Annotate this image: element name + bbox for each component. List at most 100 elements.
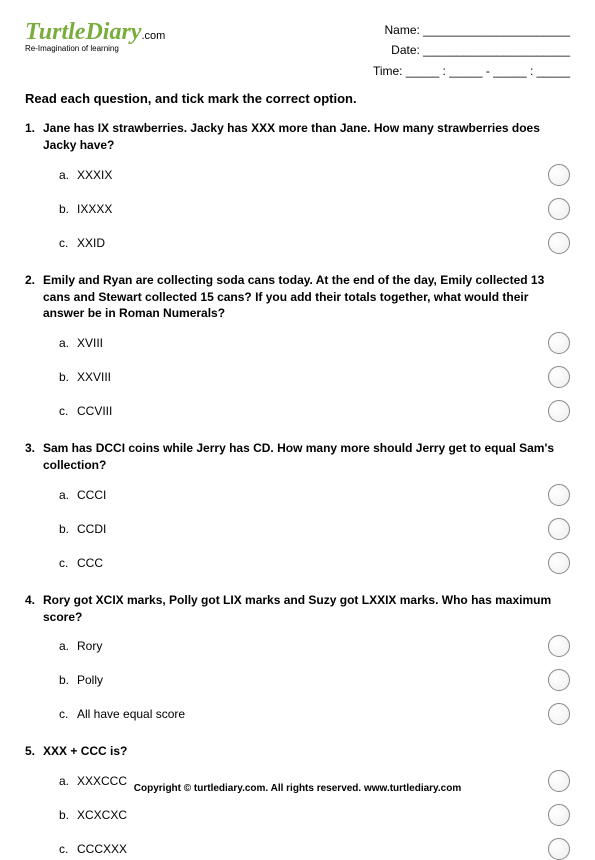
option-letter: b.	[59, 808, 77, 822]
option-row: b.XCXCXC	[59, 804, 570, 826]
option-text: CCDI	[77, 522, 106, 536]
option-text: Rory	[77, 639, 102, 653]
logo: TurtleDiary.com	[25, 20, 165, 44]
answer-circle[interactable]	[548, 332, 570, 354]
option-letter: a.	[59, 488, 77, 502]
option-label: b.CCDI	[59, 522, 106, 536]
option-letter: c.	[59, 404, 77, 418]
question: 2.Emily and Ryan are collecting soda can…	[25, 272, 570, 422]
option-label: a.XXXIX	[59, 168, 112, 182]
question-text: 5.XXX + CCC is?	[25, 743, 570, 760]
option-label: b.XXVIII	[59, 370, 111, 384]
option-row: a.CCCI	[59, 484, 570, 506]
option-label: c.CCCXXX	[59, 842, 127, 856]
answer-circle[interactable]	[548, 198, 570, 220]
option-text: All have equal score	[77, 707, 185, 721]
options: a.CCCI b.CCDI c.CCC	[59, 484, 570, 574]
option-label: b.Polly	[59, 673, 103, 687]
answer-circle[interactable]	[548, 366, 570, 388]
option-label: a.XVIII	[59, 336, 103, 350]
option-row: b.Polly	[59, 669, 570, 691]
answer-circle[interactable]	[548, 484, 570, 506]
option-row: a.Rory	[59, 635, 570, 657]
option-letter: b.	[59, 370, 77, 384]
option-label: a.CCCI	[59, 488, 106, 502]
option-label: c.CCC	[59, 556, 103, 570]
question-number: 3.	[25, 440, 43, 474]
answer-circle[interactable]	[548, 164, 570, 186]
option-letter: c.	[59, 707, 77, 721]
name-field[interactable]: Name: ______________________	[373, 20, 570, 40]
option-row: b.XXVIII	[59, 366, 570, 388]
option-text: XXID	[77, 236, 105, 250]
option-letter: b.	[59, 522, 77, 536]
header: TurtleDiary.com Re-Imagination of learni…	[25, 20, 570, 81]
question-number: 4.	[25, 592, 43, 626]
answer-circle[interactable]	[548, 232, 570, 254]
answer-circle[interactable]	[548, 804, 570, 826]
option-letter: c.	[59, 842, 77, 856]
time-field[interactable]: Time: _____ : _____ - _____ : _____	[373, 61, 570, 81]
tagline: Re-Imagination of learning	[25, 44, 165, 53]
question: 5.XXX + CCC is?a.XXXCCCb.XCXCXCc.CCCXXX	[25, 743, 570, 860]
answer-circle[interactable]	[548, 400, 570, 422]
option-text: XXVIII	[77, 370, 111, 384]
option-text: Polly	[77, 673, 103, 687]
instructions: Read each question, and tick mark the co…	[25, 91, 570, 106]
option-letter: a.	[59, 639, 77, 653]
option-letter: b.	[59, 202, 77, 216]
option-row: c.XXID	[59, 232, 570, 254]
option-letter: c.	[59, 236, 77, 250]
options: a.XXXIX b.IXXXX c.XXID	[59, 164, 570, 254]
question-text: 2.Emily and Ryan are collecting soda can…	[25, 272, 570, 322]
option-text: XXXIX	[77, 168, 112, 182]
option-row: b.IXXXX	[59, 198, 570, 220]
option-label: c.XXID	[59, 236, 105, 250]
question-body: Emily and Ryan are collecting soda cans …	[43, 272, 570, 322]
option-text: XVIII	[77, 336, 103, 350]
question-body: Rory got XCIX marks, Polly got LIX marks…	[43, 592, 570, 626]
option-text: XCXCXC	[77, 808, 127, 822]
answer-circle[interactable]	[548, 838, 570, 860]
question: 1.Jane has IX strawberries. Jacky has XX…	[25, 120, 570, 254]
option-row: b.CCDI	[59, 518, 570, 540]
logo-main: TurtleDiary	[25, 19, 141, 45]
option-row: c.All have equal score	[59, 703, 570, 725]
option-row: c.CCVIII	[59, 400, 570, 422]
option-letter: b.	[59, 673, 77, 687]
option-letter: a.	[59, 336, 77, 350]
logo-block: TurtleDiary.com Re-Imagination of learni…	[25, 20, 165, 53]
question-text: 4.Rory got XCIX marks, Polly got LIX mar…	[25, 592, 570, 626]
option-text: CCVIII	[77, 404, 112, 418]
answer-circle[interactable]	[548, 669, 570, 691]
question-body: Jane has IX strawberries. Jacky has XXX …	[43, 120, 570, 154]
option-letter: c.	[59, 556, 77, 570]
answer-circle[interactable]	[548, 518, 570, 540]
option-label: a.Rory	[59, 639, 102, 653]
options: a.Rory b.Polly c.All have equal score	[59, 635, 570, 725]
option-row: a.XVIII	[59, 332, 570, 354]
question-body: Sam has DCCI coins while Jerry has CD. H…	[43, 440, 570, 474]
option-text: CCC	[77, 556, 103, 570]
question-number: 1.	[25, 120, 43, 154]
answer-circle[interactable]	[548, 552, 570, 574]
option-row: a.XXXIX	[59, 164, 570, 186]
options: a.XVIII b.XXVIII c.CCVIII	[59, 332, 570, 422]
question: 4.Rory got XCIX marks, Polly got LIX mar…	[25, 592, 570, 726]
footer: Copyright © turtlediary.com. All rights …	[0, 783, 595, 794]
date-field[interactable]: Date: ______________________	[373, 40, 570, 60]
option-label: c.CCVIII	[59, 404, 112, 418]
option-text: CCCI	[77, 488, 106, 502]
answer-circle[interactable]	[548, 635, 570, 657]
option-label: b.IXXXX	[59, 202, 112, 216]
meta-block: Name: ______________________ Date: _____…	[373, 20, 570, 81]
option-letter: a.	[59, 168, 77, 182]
question-text: 3.Sam has DCCI coins while Jerry has CD.…	[25, 440, 570, 474]
option-row: c.CCCXXX	[59, 838, 570, 860]
logo-suffix: .com	[141, 30, 165, 42]
question-number: 5.	[25, 743, 43, 760]
option-label: b.XCXCXC	[59, 808, 127, 822]
option-row: c.CCC	[59, 552, 570, 574]
answer-circle[interactable]	[548, 703, 570, 725]
question-text: 1.Jane has IX strawberries. Jacky has XX…	[25, 120, 570, 154]
